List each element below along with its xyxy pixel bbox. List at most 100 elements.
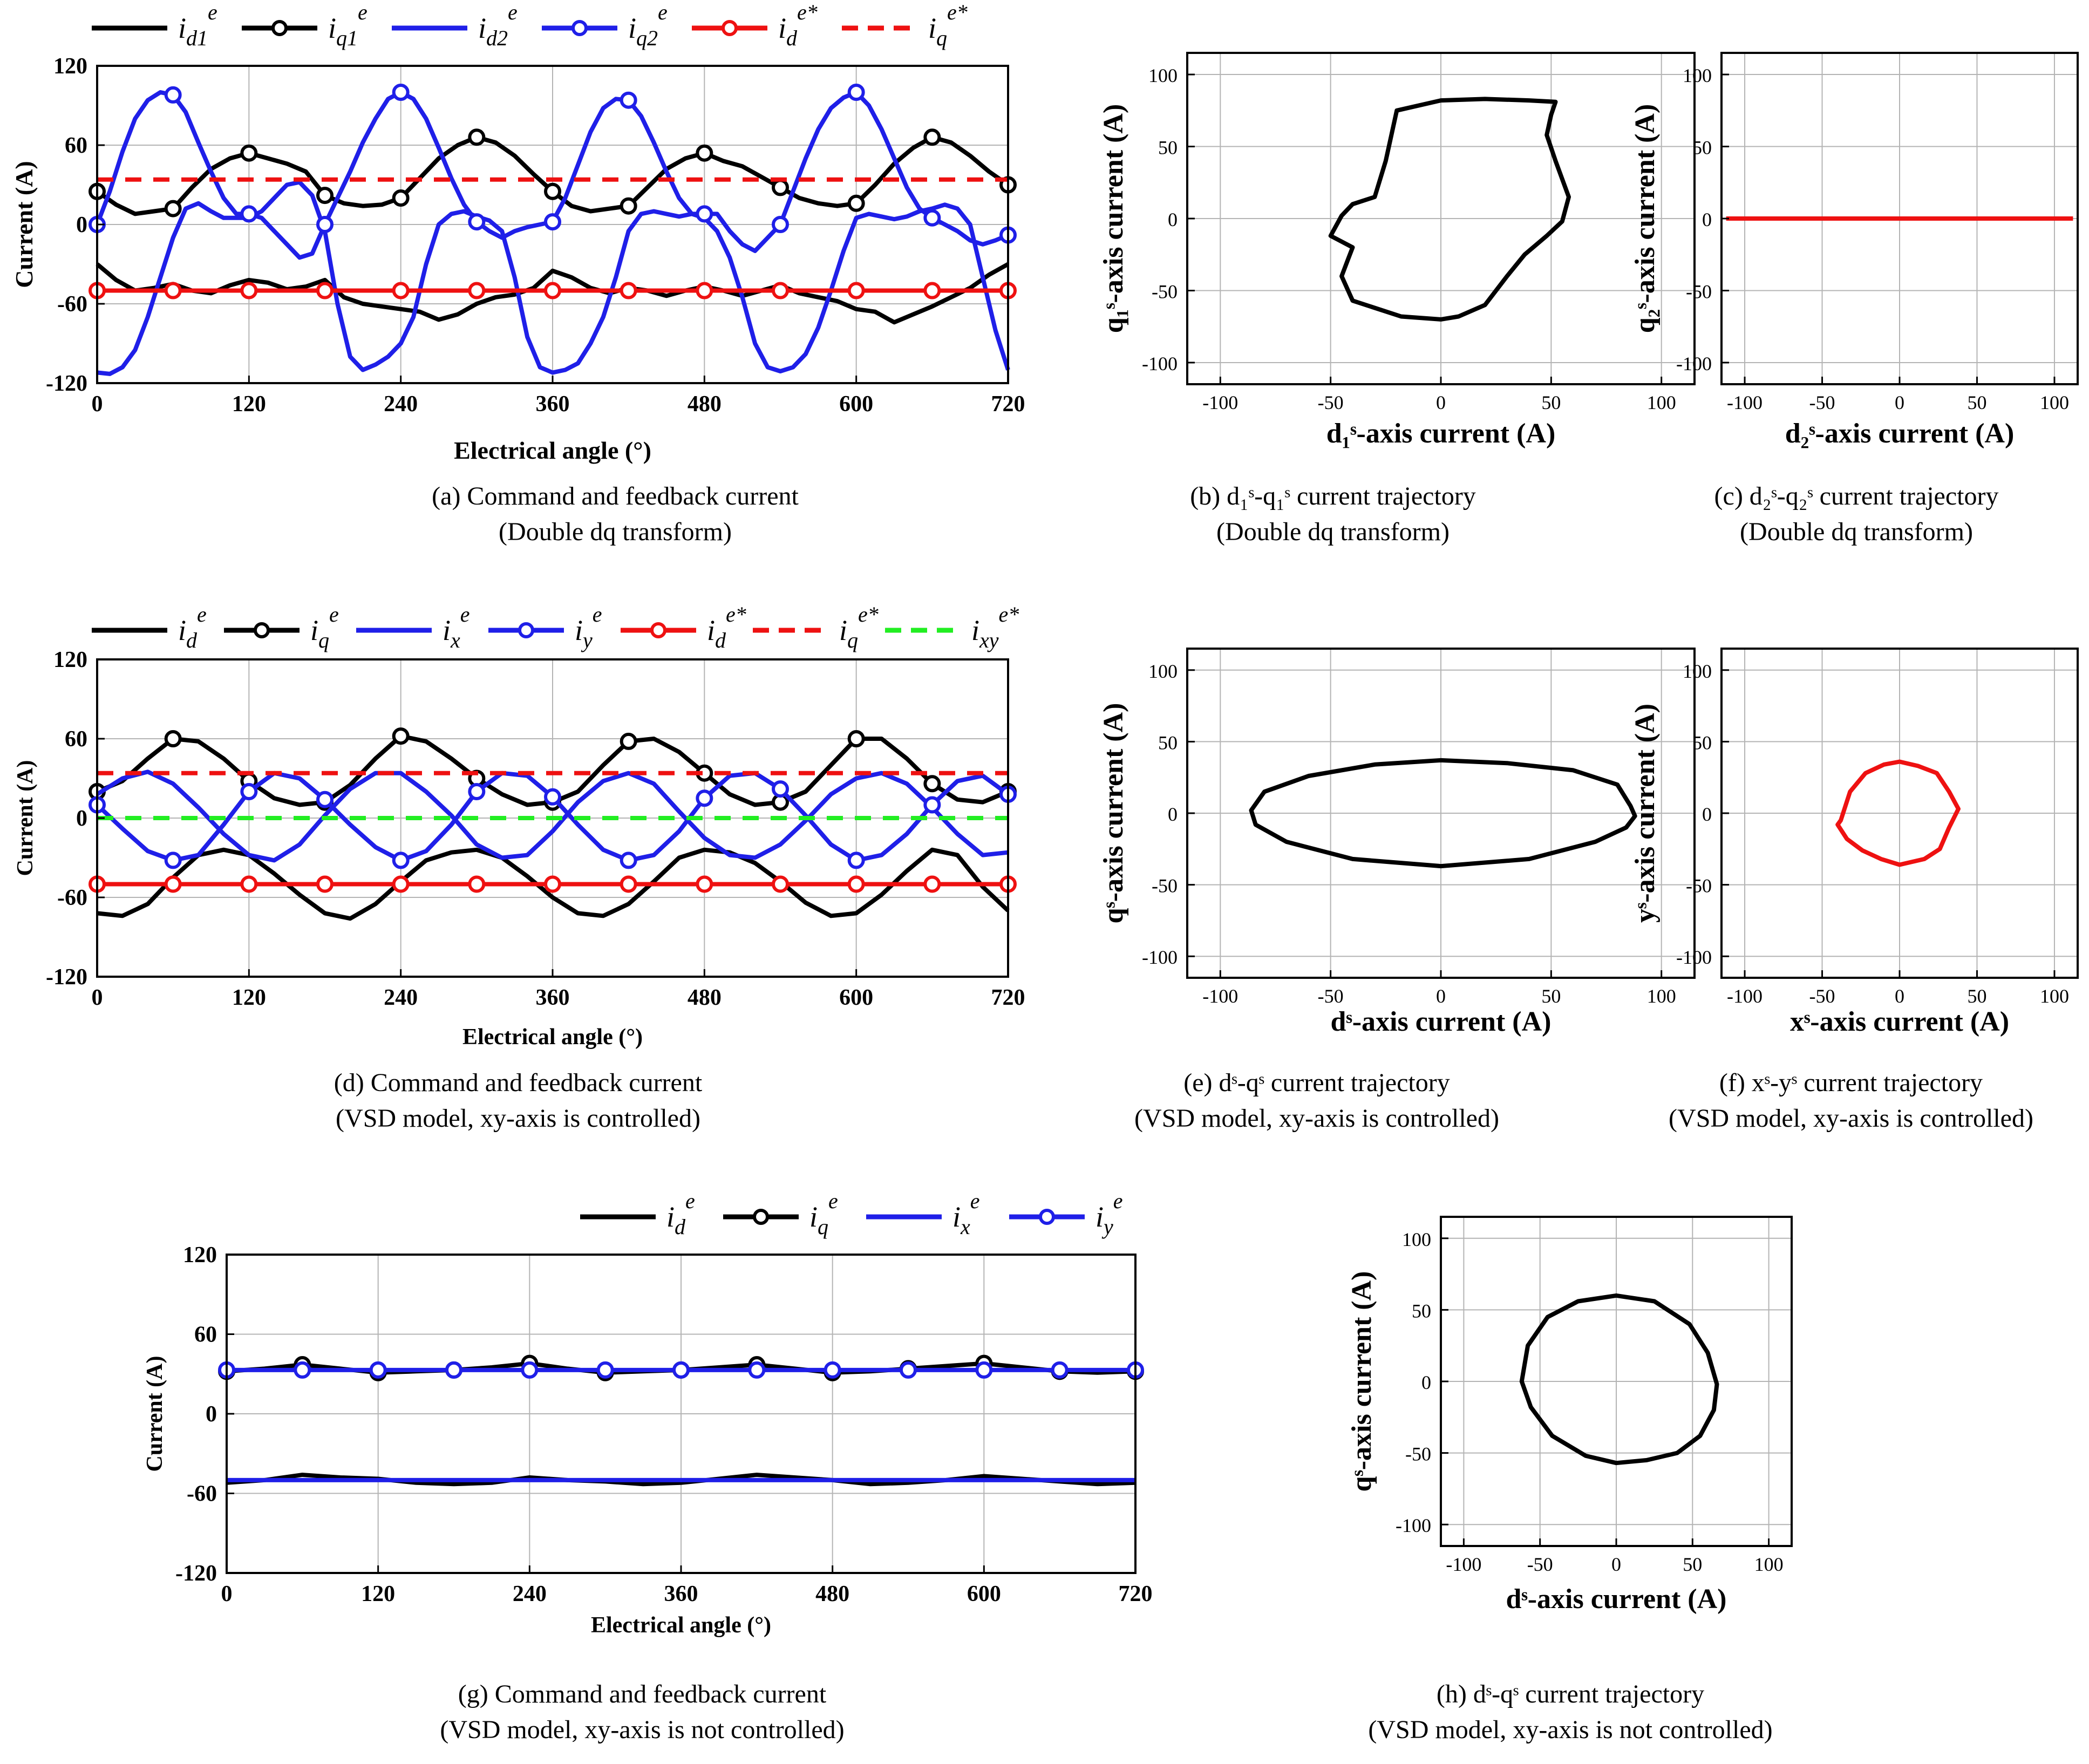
x-tick-label-4: 100 <box>1647 392 1676 413</box>
series-4-marker-10 <box>975 1361 993 1379</box>
series-4-marker-9 <box>772 780 789 798</box>
y-tick-label-0: -100 <box>1142 946 1178 968</box>
legend-label-1: ide <box>178 602 207 652</box>
caption-line-1: (h) dˢ-qˢ current trajectory <box>1437 1680 1704 1708</box>
chart-g: 0 120 240 360 480 600 720 -120 -60 0 60 120 Electric… <box>142 1189 1153 1744</box>
x-tick-label-0: 0 <box>221 1582 233 1606</box>
x-tick-label-4: 100 <box>2040 985 2069 1007</box>
x-axis-label: d₂ˢ-axis current (A) <box>1785 418 2015 449</box>
y-tick-label-0: -100 <box>1676 946 1712 968</box>
x-tick-label-4: 100 <box>1754 1554 1784 1575</box>
series-4-marker-6 <box>544 788 561 806</box>
x-tick-label-1: 120 <box>232 985 266 1010</box>
y-tick-label-1: -50 <box>1152 875 1178 897</box>
y-tick-label-3: 50 <box>1158 732 1178 753</box>
x-tick-label-3: 50 <box>1541 392 1561 413</box>
series-5-marker-10 <box>847 875 865 893</box>
x-tick-label-3: 360 <box>664 1582 698 1606</box>
series-4-marker-5 <box>596 1361 614 1379</box>
y-tick-label-2: 0 <box>206 1402 217 1427</box>
caption-line-2: (VSD model, xy-axis is not controlled) <box>440 1715 844 1744</box>
series-4-marker-4 <box>392 852 410 869</box>
x-tick-label-1: 120 <box>232 392 266 417</box>
legend-label-3: id2e <box>478 0 518 50</box>
legend-marker-5 <box>650 622 666 638</box>
legend-label-5: ide* <box>778 0 818 50</box>
y-tick-label-1: -50 <box>1686 281 1712 302</box>
x-tick-label-1: -50 <box>1809 985 1835 1007</box>
y-axis-label: Current (A) <box>10 161 38 288</box>
caption-line-1: (c) d₂ˢ-q₂ˢ current trajectory <box>1714 482 1999 510</box>
series-5-marker-8 <box>696 282 713 299</box>
x-tick-label-0: 0 <box>92 985 103 1010</box>
series-4-marker-10 <box>847 852 865 869</box>
series-4-marker-8 <box>696 205 713 223</box>
series-2-marker-7 <box>620 732 637 750</box>
x-tick-label-4: 100 <box>1647 985 1676 1007</box>
x-axis-label: Electrical angle (°) <box>454 437 651 464</box>
legend-label-6: iqe* <box>839 602 879 652</box>
x-tick-label-4: 480 <box>688 392 722 417</box>
series-4-marker-6 <box>672 1361 690 1379</box>
y-tick-label-2: 0 <box>1702 209 1712 230</box>
y-tick-label-2: 0 <box>1421 1372 1431 1393</box>
x-tick-label-0: -100 <box>1446 1554 1481 1575</box>
y-tick-label-1: -60 <box>57 292 87 317</box>
y-tick-label-0: -100 <box>1676 353 1712 374</box>
series-2-marker-10 <box>847 194 865 212</box>
caption-line-1: (e) dˢ-qˢ current trajectory <box>1183 1068 1450 1097</box>
x-tick-label-6: 720 <box>1119 1582 1153 1606</box>
x-tick-label-0: 0 <box>92 392 103 417</box>
series-4-marker-10 <box>847 84 865 101</box>
x-tick-label-4: 480 <box>688 985 722 1010</box>
series-2-marker-2 <box>240 144 258 162</box>
series-5-marker-7 <box>620 282 637 299</box>
x-axis-label: Electrical angle (°) <box>462 1025 643 1050</box>
series-5-marker-5 <box>468 282 486 299</box>
x-tick-label-2: 0 <box>1436 985 1446 1007</box>
x-tick-label-0: -100 <box>1202 392 1238 413</box>
y-tick-label-3: 50 <box>1158 137 1178 159</box>
legend-label-1: ide <box>666 1189 695 1239</box>
legend-label-2: iq1e <box>328 0 368 50</box>
series-2-marker-1 <box>164 200 182 217</box>
y-tick-label-4: 120 <box>53 54 87 79</box>
x-tick-label-1: -50 <box>1809 392 1835 413</box>
series-2-marker-10 <box>847 730 865 747</box>
series-5-marker-10 <box>847 282 865 299</box>
series-4-marker-3 <box>445 1361 462 1379</box>
caption-line-2: (VSD model, xy-axis is not controlled) <box>1368 1715 1772 1744</box>
x-tick-label-1: -50 <box>1527 1554 1553 1575</box>
y-tick-label-4: 100 <box>1148 65 1178 86</box>
series-4-marker-11 <box>1051 1361 1069 1379</box>
caption-line-2: (Double dq transform) <box>499 517 732 546</box>
series-4-marker-1 <box>294 1361 311 1379</box>
series-5-marker-6 <box>544 875 561 893</box>
x-axis-label: Electrical angle (°) <box>591 1613 771 1638</box>
series-4-marker-2 <box>240 205 258 223</box>
caption-line-2: (Double dq transform) <box>1740 517 1973 546</box>
series-5-marker-1 <box>164 875 182 893</box>
y-tick-label-0: -120 <box>175 1561 217 1586</box>
y-tick-label-3: 60 <box>65 133 87 158</box>
series-5-marker-1 <box>164 282 182 299</box>
series-5-marker-9 <box>772 282 789 299</box>
caption-line-1: (f) xˢ-yˢ current trajectory <box>1719 1068 1983 1097</box>
legend: id1e iq1e id2e iq2e ide* iqe* <box>92 0 968 50</box>
x-tick-label-3: 50 <box>1683 1554 1702 1575</box>
series-5-marker-8 <box>696 875 713 893</box>
series-2-marker-7 <box>620 197 637 215</box>
legend-label-4: iye <box>575 602 602 652</box>
legend-label-3: ixe <box>443 602 470 652</box>
series-5-marker-11 <box>923 282 941 299</box>
x-tick-label-6: 720 <box>991 985 1025 1010</box>
x-tick-label-0: -100 <box>1727 392 1763 413</box>
legend-marker-4 <box>518 622 534 638</box>
y-tick-label-4: 100 <box>1683 660 1712 682</box>
caption-line-2: (VSD model, xy-axis is controlled) <box>1134 1104 1499 1133</box>
series-5-marker-3 <box>316 875 334 893</box>
x-tick-label-2: 0 <box>1895 392 1904 413</box>
y-tick-label-4: 100 <box>1402 1229 1431 1250</box>
series-4-marker-5 <box>468 213 486 231</box>
